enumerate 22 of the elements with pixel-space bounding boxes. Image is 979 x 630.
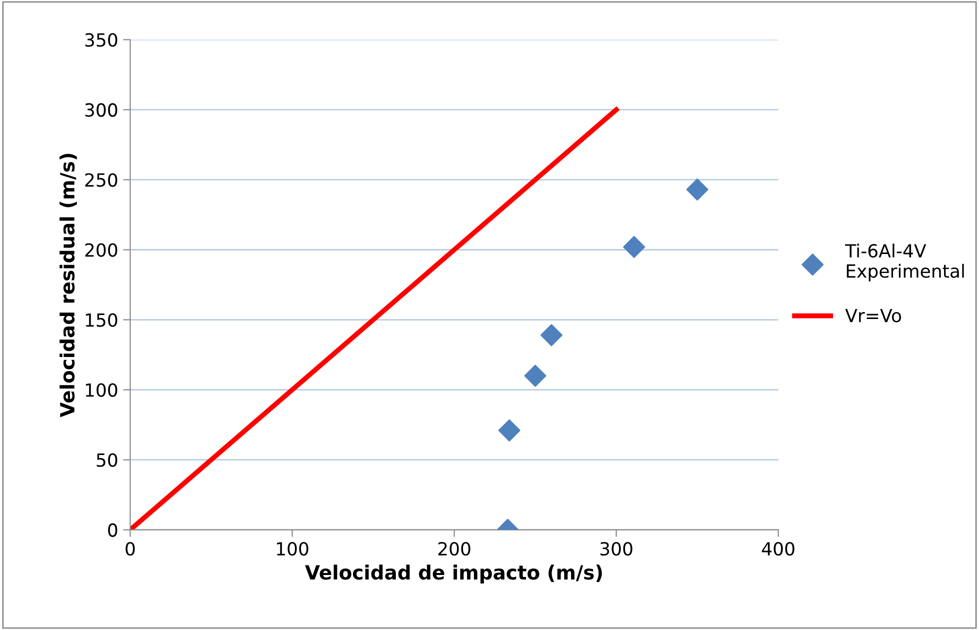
point xyxy=(540,324,562,346)
x-tick-label: 0 xyxy=(126,542,135,556)
x-tick-label: 100 xyxy=(276,542,308,556)
legend-label: Vr=Vo xyxy=(845,308,902,322)
y-tick-label: 250 xyxy=(85,173,118,187)
x-tick-label: 300 xyxy=(600,542,632,556)
point xyxy=(623,236,646,258)
point xyxy=(498,419,520,442)
y-tick-label: 200 xyxy=(85,243,118,257)
y-tick-label: 50 xyxy=(96,453,118,467)
y-tick-label: 350 xyxy=(85,33,118,47)
y-tick-label: 0 xyxy=(108,523,118,537)
y-tick-label: 150 xyxy=(86,313,118,327)
y-tick-label: 300 xyxy=(85,103,118,117)
legend-label: Ti-6Al-4V Experimental xyxy=(845,244,964,282)
x-tick-label: 400 xyxy=(762,542,794,556)
y-axis-title: Velocidad residual (m/s) xyxy=(60,154,77,418)
x-axis-title: Velocidad de impacto (m/s) xyxy=(305,564,602,584)
y-tick-label: 100 xyxy=(86,383,118,397)
x-tick-label: 200 xyxy=(438,542,470,556)
point xyxy=(524,364,546,387)
point xyxy=(686,178,708,201)
